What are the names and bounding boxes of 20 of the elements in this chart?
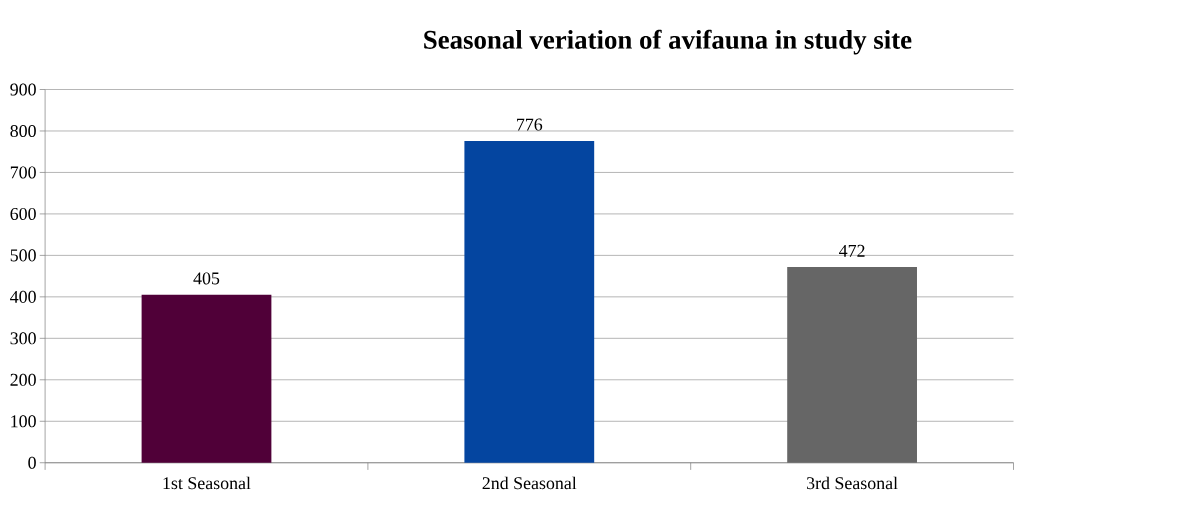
bar	[464, 141, 595, 463]
x-tick-label: 3rd Seasonal	[806, 476, 898, 490]
y-tick-label: 300	[10, 332, 36, 345]
chart-title: Seasonal veriation of avifauna in study site	[424, 29, 912, 55]
y-tick-label: 500	[10, 249, 36, 262]
y-tick-label: 100	[11, 415, 36, 428]
y-tick-label: 200	[10, 373, 36, 386]
bar	[141, 294, 272, 463]
y-tick-label: 600	[10, 208, 36, 221]
y-tick-label: 900	[10, 83, 36, 96]
data-label: 776	[517, 118, 543, 131]
bar	[787, 267, 917, 463]
y-tick-label: 400	[10, 290, 36, 304]
y-tick-label: 700	[10, 166, 36, 179]
y-tick-label: 800	[10, 125, 36, 138]
y-tick-label: 0	[28, 456, 36, 469]
data-label: 472	[839, 245, 865, 257]
data-label: 405	[193, 272, 220, 285]
x-tick-label: 1st Seasonal	[163, 476, 251, 490]
x-tick-label: 2nd Seasonal	[482, 476, 577, 490]
